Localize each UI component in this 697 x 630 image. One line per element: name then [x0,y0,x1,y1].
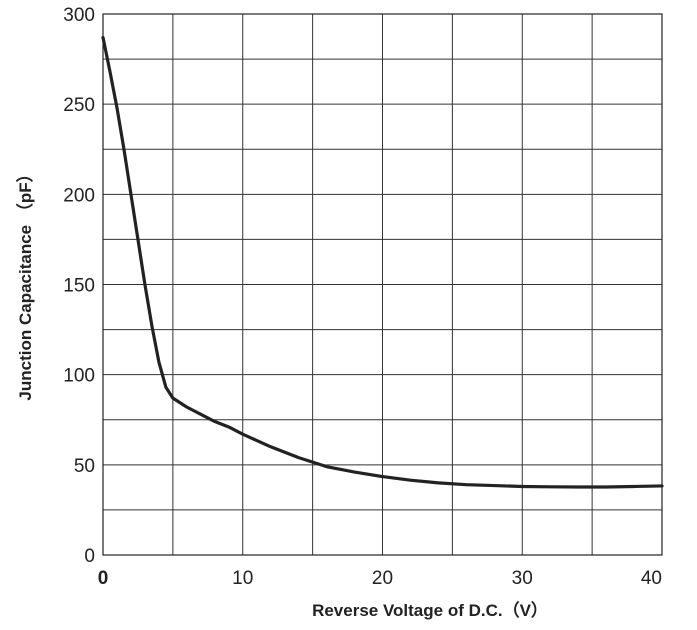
x-tick-label: 30 [512,568,533,589]
y-tick-label: 0 [84,546,95,567]
y-tick-labels: 0 50 100 150 200 250 300 [63,5,95,567]
x-tick-label: 10 [232,568,253,589]
grid-lines [103,14,662,555]
y-tick-label: 150 [63,276,95,297]
x-tick-labels: 0 10 20 30 40 [98,568,662,589]
y-axis-title: Junction Capacitance （pF） [15,165,35,400]
x-tick-label: 20 [372,568,393,589]
x-axis-title: Reverse Voltage of D.C.（V） [312,600,548,620]
plot-frame [102,13,663,556]
y-tick-label: 200 [63,185,95,206]
y-tick-label: 50 [74,456,95,477]
y-tick-label: 250 [63,95,95,116]
capacitance-curve [101,35,664,489]
x-tick-label: 0 [98,568,109,589]
x-tick-label: 40 [641,568,662,589]
y-tick-label: 100 [63,366,95,387]
y-tick-label: 300 [63,5,95,26]
